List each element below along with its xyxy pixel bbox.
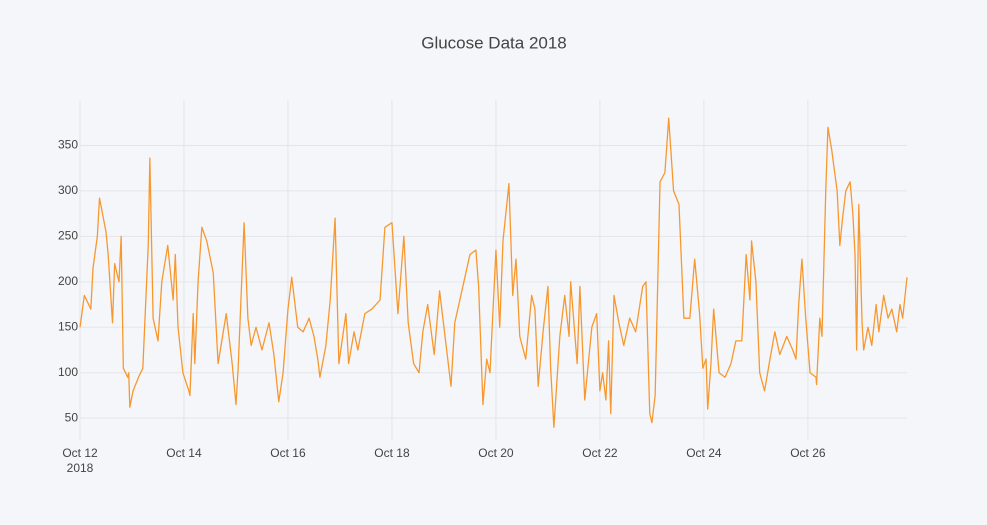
y-tick-label: 300 (58, 183, 78, 197)
y-tick-label: 150 (58, 319, 78, 333)
y-tick-label: 250 (58, 229, 78, 243)
x-tick-label: Oct 24 (686, 446, 722, 460)
x-tick-label: Oct 14 (166, 446, 202, 460)
chart-title: Glucose Data 2018 (421, 33, 567, 52)
y-tick-label: 350 (58, 138, 78, 152)
y-tick-label: 200 (58, 274, 78, 288)
series-line (79, 117, 908, 428)
x-tick-label: Oct 22 (582, 446, 618, 460)
x-tick-label: Oct 16 (270, 446, 306, 460)
x-tick-label: Oct 26 (790, 446, 826, 460)
x-tick-label: Oct 20 (478, 446, 514, 460)
x-tick-label: Oct 18 (374, 446, 410, 460)
x-tick-label: Oct 12 2018 (62, 446, 98, 475)
y-tick-label: 50 (65, 410, 79, 424)
y-tick-label: 100 (58, 365, 78, 379)
